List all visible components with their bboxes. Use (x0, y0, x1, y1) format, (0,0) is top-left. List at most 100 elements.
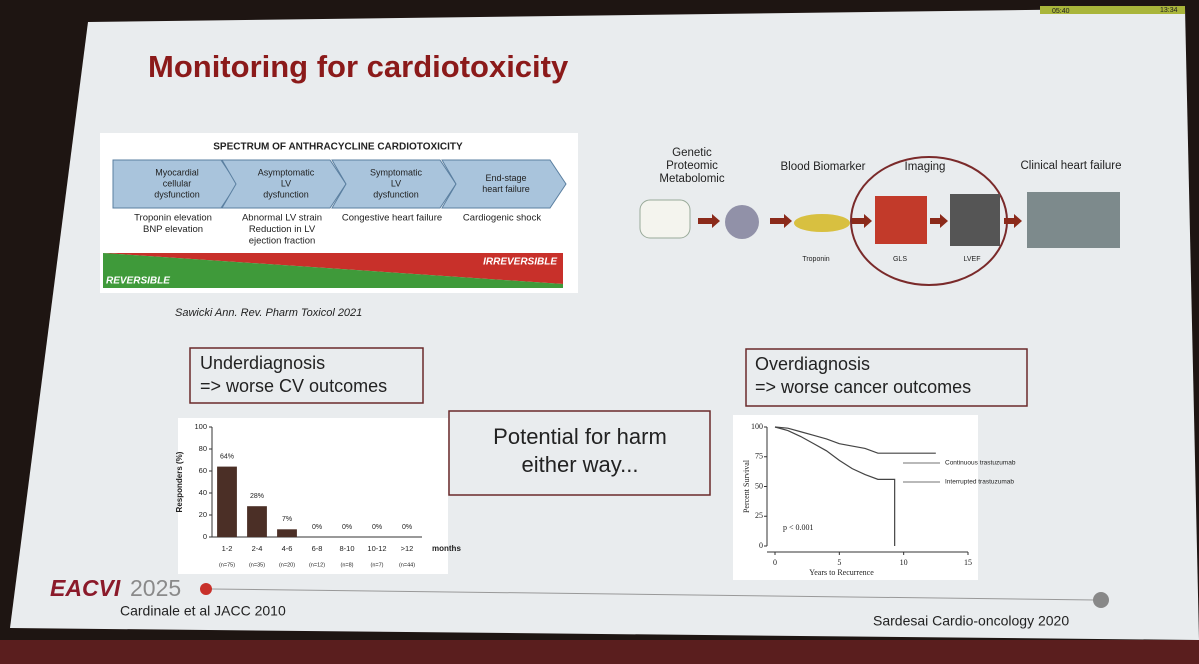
floor-glow (0, 640, 1199, 664)
spectrum-citation: Sawicki Ann. Rev. Pharm Toxicol 2021 (175, 307, 362, 319)
footer-dot (200, 583, 212, 595)
clinical-label: Clinical heart failure (1021, 160, 1122, 172)
stage-note: Troponin elevation (134, 213, 212, 224)
value-label: 0% (402, 524, 412, 531)
value-label: 0% (372, 524, 382, 531)
category-note: (n=35) (249, 562, 265, 568)
stage-label: LV (391, 178, 401, 188)
x-tick-label: 5 (837, 558, 841, 567)
y-tick-label: 20 (199, 510, 207, 519)
bar (277, 529, 297, 537)
irreversible-label: IRREVERSIBLE (483, 257, 557, 268)
x-tick-label: 4-6 (282, 544, 293, 553)
x-axis-label: months (432, 544, 461, 553)
imaging-label: Imaging (905, 161, 946, 173)
pipeline-arrows (698, 214, 1022, 228)
y-tick-label: 80 (199, 444, 207, 453)
stage-label: Asymptomatic (258, 167, 315, 177)
underdiagnosis-text: Underdiagnosis (200, 353, 325, 373)
survival-curve (774, 426, 896, 546)
troponin-label: Troponin (802, 256, 829, 263)
category-note: (n=7) (371, 562, 384, 568)
stage-label: cellular (163, 178, 192, 188)
category-note: (n=8) (341, 562, 354, 568)
lvef-label: LVEF (964, 256, 981, 263)
y-tick-label: 40 (199, 488, 207, 497)
y-tick-label: 25 (755, 511, 763, 520)
underdiagnosis-text: => worse CV outcomes (200, 376, 387, 396)
y-axis-label: Responders (%) (175, 451, 184, 512)
stage-note: Reduction in LV (249, 224, 316, 235)
category-note: (n=20) (279, 562, 295, 568)
stage-note: BNP elevation (143, 224, 203, 235)
reversible-label: REVERSIBLE (106, 276, 170, 287)
footer-dot-end (1093, 592, 1109, 608)
omics-label: Genetic (672, 147, 712, 159)
stage-note: Cardiogenic shock (463, 213, 541, 224)
harm-text: either way... (522, 452, 639, 477)
x-tick-label: 10-12 (367, 544, 386, 553)
bar (217, 466, 237, 537)
clock: 13:34 (1160, 7, 1178, 14)
reversible-band (103, 253, 563, 288)
stage-label: Myocardial (155, 167, 199, 177)
harm-box (448, 410, 711, 496)
y-tick-label: 0 (759, 541, 763, 550)
right-citation: Sardesai Cardio-oncology 2020 (873, 613, 1069, 629)
harm-text: Potential for harm (493, 424, 667, 449)
slide-title: Monitoring for cardiotoxicity (148, 49, 569, 84)
y-tick-label: 0 (203, 532, 207, 541)
stage-label: Symptomatic (370, 167, 423, 177)
biomarker-label: Blood Biomarker (780, 161, 865, 173)
category-note: (n=12) (309, 562, 325, 568)
stage-chevron (441, 159, 567, 209)
value-label: 64% (220, 453, 234, 460)
x-tick-label: 15 (964, 558, 972, 567)
legend-label: Interrupted trastuzumab (945, 479, 1014, 486)
y-tick-label: 100 (751, 422, 763, 431)
overdiagnosis-text: => worse cancer outcomes (755, 377, 971, 397)
value-label: 28% (250, 493, 264, 500)
y-axis-label: Percent Survival (742, 459, 751, 513)
value-label: 7% (282, 516, 292, 523)
survival-curve (774, 426, 936, 454)
y-tick-label: 100 (194, 422, 207, 431)
x-tick-label: 2-4 (252, 544, 263, 553)
y-tick-label: 50 (755, 481, 763, 490)
x-tick-label: 8-10 (339, 544, 354, 553)
omics-label: Proteomic (666, 160, 718, 172)
stage-label: End-stage (485, 173, 526, 183)
line-chart-panel (733, 415, 978, 580)
patient-image (1027, 192, 1120, 248)
timer: 05:40 (1052, 8, 1070, 15)
x-tick-label: 0 (773, 558, 777, 567)
annotation: p < 0.001 (783, 523, 814, 532)
spectrum-title: SPECTRUM OF ANTHRACYCLINE CARDIOTOXICITY (213, 142, 463, 153)
stage-note: Congestive heart failure (342, 213, 442, 224)
bar (247, 506, 267, 537)
x-tick-label: 1-2 (222, 544, 233, 553)
category-note: (n=75) (219, 562, 235, 568)
stage-label: LV (281, 178, 291, 188)
omics-image (639, 199, 691, 239)
x-axis-label: Years to Recurrence (809, 568, 874, 577)
logo: EACVI (50, 575, 121, 601)
y-tick-label: 60 (199, 466, 207, 475)
stage-label: heart failure (482, 184, 530, 194)
x-tick-label: 10 (900, 558, 908, 567)
footer-line (211, 588, 1096, 601)
gls-image (875, 196, 927, 244)
x-tick-label: 6-8 (312, 544, 323, 553)
omics-label: Metabolomic (659, 173, 724, 185)
stage-note: Abnormal LV strain (242, 213, 322, 224)
value-label: 0% (312, 524, 322, 531)
stage-note: ejection fraction (249, 236, 316, 247)
troponin-image (794, 214, 850, 232)
overdiagnosis-text: Overdiagnosis (755, 354, 870, 374)
logo-year: 2025 (130, 575, 181, 601)
overdiagnosis-box (745, 348, 1028, 407)
stage-label: dysfunction (263, 189, 309, 199)
status-bar (1040, 6, 1185, 14)
